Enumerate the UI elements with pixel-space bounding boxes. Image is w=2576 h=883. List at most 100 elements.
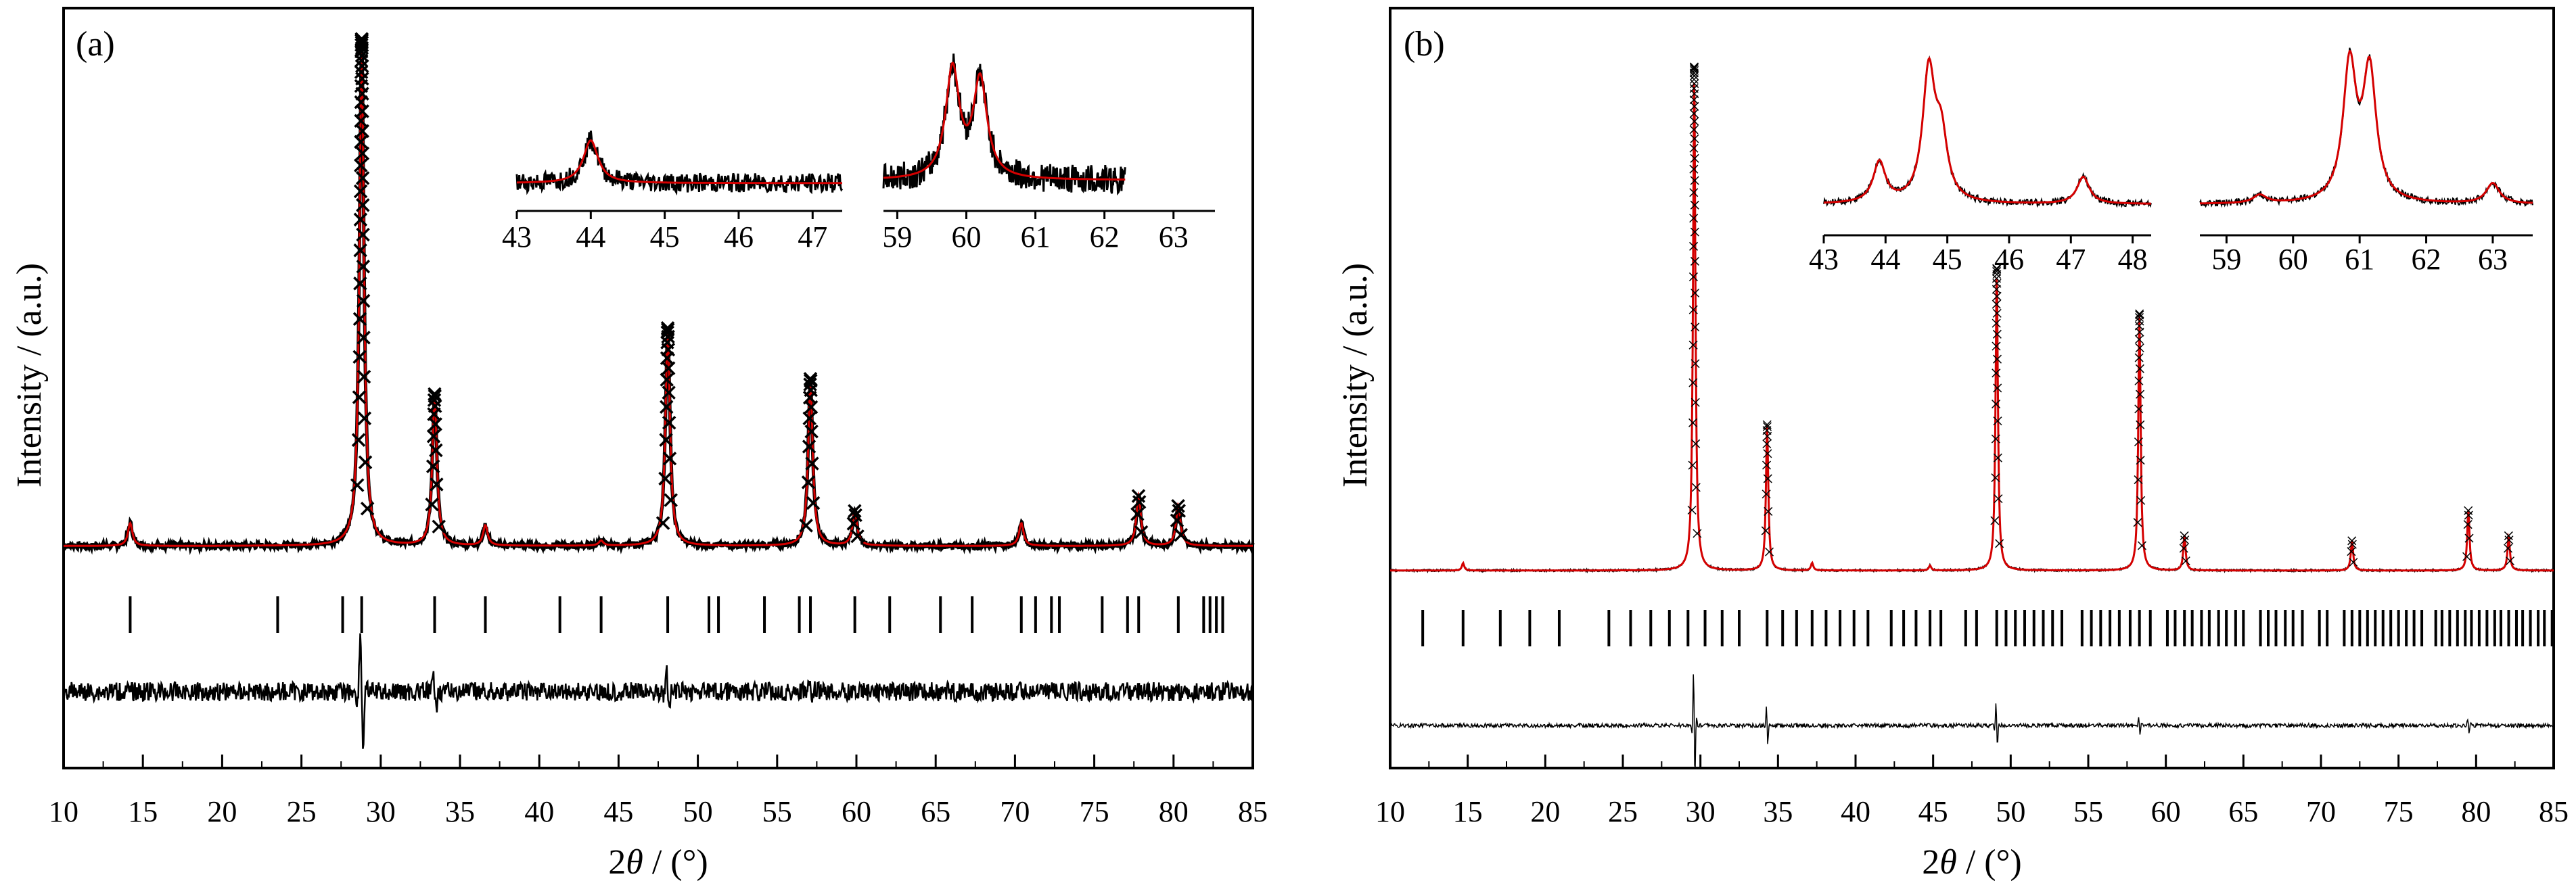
- panel-a-observed-marker: [656, 516, 670, 530]
- panel-b-ylabel: Intensity / (a.u.): [1336, 263, 1375, 487]
- panel-a-x-tick-label: 75: [1080, 795, 1109, 828]
- panel-b-observed-marker: [2136, 456, 2145, 465]
- panel-b-observed-marker: [1762, 439, 1772, 449]
- panel-a-observed-marker: [353, 184, 368, 199]
- panel-a-plot-area: 10 15 20 25 30 35 40 45 50 55 60 65 70 75 80 85 43 44 45 46…: [49, 32, 1268, 828]
- panel-a-observed-marker: [661, 361, 676, 375]
- panel-a-observed-marker: [1134, 525, 1149, 540]
- panel-a-observed-marker: [360, 502, 375, 516]
- panel-b-observed-marker: [1690, 116, 1699, 126]
- panel-b-x-tick-label: 75: [2384, 795, 2414, 828]
- panel-b-frame: [1389, 7, 2555, 769]
- panel-b-x-tick-label: 25: [1608, 795, 1638, 828]
- panel-b-observed-marker: [1761, 526, 1770, 535]
- panel-a-x-tick-label: 30: [366, 795, 396, 828]
- panel-a-observed-marker: [354, 135, 368, 149]
- panel-a-inset-observed-line: [882, 53, 1126, 196]
- panel-b-inset-x-tick-label: 44: [1870, 243, 1900, 276]
- panel-b-observed-marker: [2505, 556, 2515, 566]
- panel-a-observed-marker: [352, 390, 367, 404]
- panel-b-x-tick-label: 60: [2151, 795, 2181, 828]
- panel-a-observed-marker: [425, 497, 439, 512]
- panel-b-observed-marker: [1762, 422, 1772, 431]
- panel-a-observed-line: [62, 38, 1255, 556]
- panel-b-observed-marker: [2179, 544, 2188, 553]
- panel-b-observed-marker: [2347, 547, 2356, 556]
- panel-b-inset-calculated-line: [1824, 56, 2152, 205]
- panel-b-observed-marker: [2137, 541, 2146, 550]
- panel-b-observed-marker: [1689, 68, 1699, 78]
- panel-b-observed-marker: [1690, 323, 1700, 332]
- panel-b-observed-marker: [1690, 176, 1699, 185]
- panel-b-inset-x-tick-label: 60: [2278, 243, 2308, 276]
- panel-b-observed-marker: [1688, 378, 1698, 387]
- panel-b-observed-marker: [1689, 125, 1699, 135]
- panel-b-observed-marker: [2134, 335, 2144, 344]
- panel-a-observed-marker: [658, 471, 672, 486]
- panel-a-observed-marker: [804, 400, 819, 414]
- panel-b-inset-x-tick-label: 48: [2118, 243, 2148, 276]
- panel-b-x-tick-label: 20: [1530, 795, 1560, 828]
- panel-a-observed-marker: [432, 519, 446, 534]
- panel-b-observed-marker: [2349, 558, 2358, 567]
- panel-b-observed-marker: [2135, 327, 2144, 337]
- panel-b-observed-marker: [2504, 535, 2514, 545]
- panel-b-x-tick-label: 65: [2228, 795, 2258, 828]
- panel-a-observed-marker: [426, 429, 441, 444]
- panel-b-observed-marker: [2134, 353, 2144, 362]
- panel-b-observed-marker: [1690, 200, 1699, 210]
- panel-a-observed-marker: [350, 478, 365, 492]
- panel-b-x-tick-label: 10: [1375, 795, 1405, 828]
- panel-b-x-tick-label: 50: [1996, 795, 2025, 828]
- panel-a-x-axis: 10 15 20 25 30 35 40 45 50 55 60 65 70 75 80 85: [49, 755, 1268, 828]
- panel-b-observed-marker: [1993, 383, 2002, 393]
- panel-a-observed-markers: [350, 32, 1188, 544]
- panel-b-observed-marker: [1689, 214, 1699, 223]
- panel-b-inset-x-tick-label: 45: [1933, 243, 1962, 276]
- panel-b-observed-marker: [2180, 535, 2190, 545]
- panel-b-observed-marker: [1762, 490, 1771, 499]
- panel-b-observed-marker: [1690, 134, 1699, 143]
- panel-a-observed-marker: [662, 451, 677, 466]
- panel-b-observed-marker: [1689, 74, 1699, 85]
- panel-a-observed-marker: [355, 171, 370, 185]
- panel-b-observed-marker: [1690, 153, 1699, 163]
- panel-b-observed-marker: [1688, 305, 1698, 314]
- panel-b-observed-marker: [2464, 510, 2473, 520]
- panel-a: 10 15 20 25 30 35 40 45 50 55 60 65 70 75 80 85 43 44 45 46…: [10, 7, 1268, 882]
- panel-a-observed-marker: [801, 475, 816, 490]
- panel-a-observed-marker: [358, 455, 373, 469]
- panel-b-observed-marker: [1691, 483, 1701, 492]
- panel-b-observed-marker: [2135, 364, 2144, 373]
- panel-a-observed-marker: [1171, 499, 1185, 513]
- panel-b-observed-marker: [1763, 431, 1772, 441]
- panel-a-inset-x-tick-label: 44: [576, 220, 605, 254]
- panel-a-x-tick-label: 55: [762, 795, 792, 828]
- panel-a-observed-marker: [429, 443, 443, 458]
- panel-b-observed-marker: [1994, 494, 2003, 504]
- panel-a-observed-marker: [806, 496, 821, 510]
- panel-b-observed-marker: [1689, 143, 1699, 153]
- panel-b-x-tick-label: 45: [1918, 795, 1948, 828]
- panel-b-x-tick-label: 30: [1686, 795, 1716, 828]
- panel-b-observed-marker: [1688, 272, 1698, 281]
- panel-b-observed-marker: [2135, 389, 2145, 399]
- panel-b-x-tick-label: 15: [1453, 795, 1483, 828]
- panel-a-observed-marker: [351, 433, 366, 448]
- panel-a-observed-marker: [428, 417, 442, 431]
- panel-b-observed-marker: [1691, 439, 1701, 448]
- panel-a-label: (a): [76, 25, 115, 64]
- panel-b-observed-marker: [1763, 449, 1772, 458]
- panel-a-x-tick-label: 80: [1159, 795, 1189, 828]
- panel-b-x-axis: 10 15 20 25 30 35 40 45 50 55 60 65 70 75 80 85: [1375, 755, 2569, 828]
- panel-a-observed-marker: [848, 504, 862, 519]
- panel-b-observed-marker: [2135, 309, 2144, 318]
- panel-a-ylabel: Intensity / (a.u.): [10, 263, 49, 487]
- panel-a-observed-marker: [660, 325, 674, 339]
- panel-a-inset-x-tick-label: 46: [724, 220, 754, 254]
- panel-b-inset-x-tick-label: 59: [2211, 243, 2241, 276]
- panel-b-calculated-line: [1390, 83, 2554, 572]
- panel-a-inset-x-tick-label: 43: [502, 220, 532, 254]
- panel-a-observed-marker: [846, 517, 861, 531]
- panel-b-observed-marker: [2180, 531, 2189, 540]
